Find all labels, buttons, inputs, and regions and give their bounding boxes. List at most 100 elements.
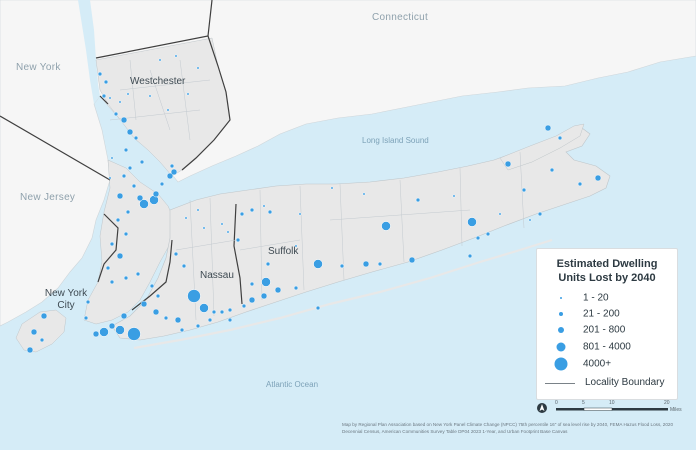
dwelling-loss-dot [467,253,473,259]
dwelling-loss-dot [169,163,175,169]
dwelling-loss-dot [362,192,366,196]
legend-class-3-label: 201 - 800 [583,324,626,336]
dwelling-loss-dot [125,209,131,215]
dwelling-loss-dot [261,277,271,287]
dwelling-loss-dot [105,265,111,271]
dwelling-loss-dot [123,147,129,153]
dwelling-loss-dot [262,204,266,208]
dwelling-loss-dot [202,226,206,230]
dwelling-loss-dot [211,309,217,315]
dwelling-loss-dot [174,54,178,58]
dwelling-loss-dot [113,111,119,117]
dwelling-loss-dot [126,128,134,136]
dwelling-loss-dot [498,212,502,216]
locality-boundaries [109,59,525,321]
legend-symbol-5 [554,357,568,371]
dwelling-loss-dot [99,327,109,337]
dwelling-loss-dot [274,286,282,294]
label-atlantic-ocean: Atlantic Ocean [266,380,319,389]
legend-class-1: 1 - 20 [537,291,677,305]
dwelling-loss-dot [467,217,477,227]
dwelling-loss-dot [116,192,124,200]
dwelling-loss-dot [116,252,124,260]
dwelling-loss-dot [174,316,182,324]
dwelling-loss-dot [108,96,112,100]
dwelling-loss-dot [139,159,145,165]
dwelling-loss-dot [149,283,155,289]
dwelling-loss-dot [109,279,115,285]
dwelling-loss-dot [249,207,255,213]
label-nassau: Nassau [200,270,234,281]
dwelling-loss-dot [544,124,552,132]
dwelling-loss-dot [136,194,144,202]
scale-unit: Miles [670,407,682,413]
dwelling-loss-dot [181,263,187,269]
dwelling-loss-dot [226,230,230,234]
dwelling-loss-dot [362,260,370,268]
dwelling-loss-dot [260,292,268,300]
barrier-beach [133,238,553,350]
dwelling-loss-dot [131,183,137,189]
dwelling-loss-dot [101,93,107,99]
dwelling-loss-dot [330,186,334,190]
dwelling-loss-dot [148,94,152,98]
dwelling-loss-dot [219,309,225,315]
dwelling-loss-dot [235,237,241,243]
dwelling-loss-dot [140,300,148,308]
dwelling-loss-dot [103,79,109,85]
dwelling-loss-dot [109,241,115,247]
legend-boundary-line [545,383,575,384]
label-new-york: New York [16,62,61,73]
legend-class-2-label: 21 - 200 [583,308,620,320]
dwelling-loss-dot [123,231,129,237]
dwelling-loss-dot [186,92,190,96]
dwelling-loss-dot [196,66,200,70]
dwelling-loss-dot [139,199,149,209]
dwelling-loss-dot [249,281,255,287]
north-fork [499,123,585,171]
dwelling-loss-dot [265,261,271,267]
dwelling-loss-dot [377,261,383,267]
dwelling-loss-dot [313,259,323,269]
legend-title: Estimated Dwelling Units Lost by 2040 [537,257,677,285]
dwelling-loss-dot [549,167,555,173]
dwelling-loss-dot [577,181,583,187]
dwelling-loss-dot [133,135,139,141]
scale-tick-10: 10 [609,400,615,406]
dwelling-loss-dot [248,296,256,304]
dwelling-loss-dot [152,190,160,198]
dwelling-loss-dot [415,197,421,203]
dwelling-loss-dot [170,168,178,176]
dwelling-loss-dot [26,346,34,354]
dwelling-loss-dot [92,330,100,338]
dwelling-loss-dot [158,58,162,62]
scale-tick-0: 0 [555,400,558,406]
dwelling-loss-dot [83,315,89,321]
legend-symbol-2 [559,312,563,316]
dwelling-loss-dot [187,289,201,303]
dwelling-loss-dot [315,305,321,311]
dwelling-loss-dot [155,293,161,299]
dwelling-loss-dot [227,317,233,323]
dwelling-loss-dot [184,216,188,220]
label-suffolk: Suffolk [268,246,299,257]
dwelling-loss-dot [381,221,391,231]
legend: Estimated Dwelling Units Lost by 2040 1 … [536,248,678,400]
scale-tick-5: 5 [582,400,585,406]
map-credit: Map by Regional Plan Association based o… [342,422,674,434]
legend-class-3: 201 - 800 [537,323,677,337]
dwelling-loss-dot [521,187,527,193]
county-boundaries [0,0,243,311]
dwelling-loss-dot [30,328,38,336]
dwelling-loss-dot [40,312,48,320]
dwelling-loss-dot [166,108,170,112]
dwelling-loss-dot [452,194,456,198]
dwelling-loss-dot [135,271,141,277]
dwelling-loss-dot [239,211,245,217]
dwelling-loss-dot [528,218,532,222]
legend-class-2: 21 - 200 [537,307,677,321]
dwelling-loss-dot [196,208,200,212]
dwelling-loss-dot [199,303,209,313]
